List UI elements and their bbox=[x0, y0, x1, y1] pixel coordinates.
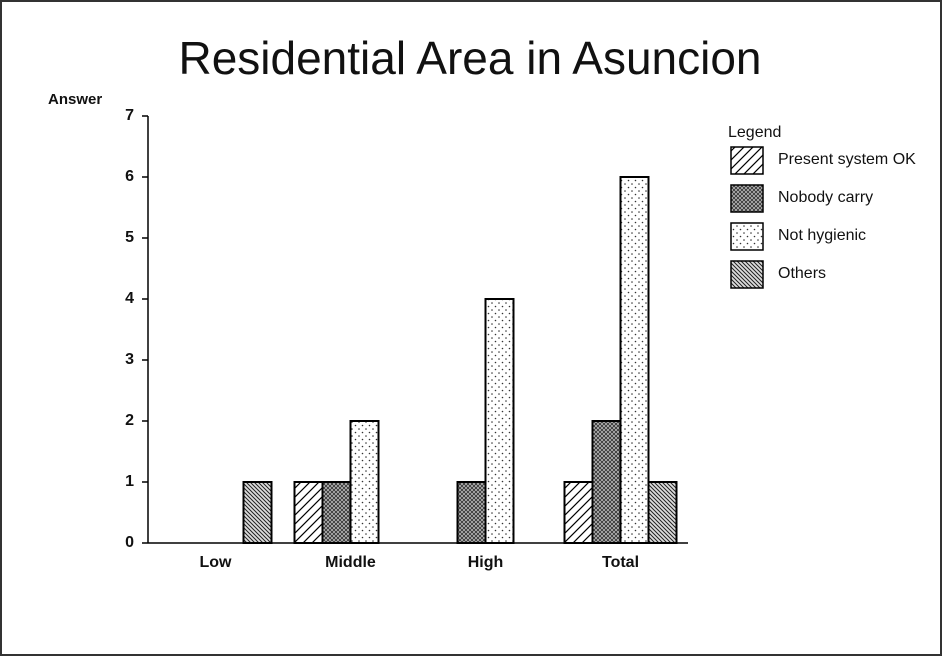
chart-title: Residential Area in Asuncion bbox=[178, 32, 761, 84]
legend-title: Legend bbox=[728, 124, 781, 141]
bar bbox=[484, 298, 515, 544]
bar bbox=[349, 420, 380, 544]
y-tick-label: 1 bbox=[125, 473, 134, 490]
x-tick-label: Low bbox=[200, 554, 233, 571]
y-tick-label: 2 bbox=[125, 412, 134, 429]
bar bbox=[242, 481, 273, 544]
bar bbox=[591, 420, 622, 544]
x-tick-label: Total bbox=[602, 554, 639, 571]
legend-swatch bbox=[730, 260, 764, 289]
bar bbox=[647, 481, 678, 544]
y-tick-label: 4 bbox=[125, 290, 134, 307]
bar bbox=[619, 176, 650, 544]
legend-label: Nobody carry bbox=[778, 189, 873, 206]
y-tick-label: 0 bbox=[125, 534, 134, 551]
legend-swatch bbox=[730, 146, 764, 175]
legend-label: Not hygienic bbox=[778, 227, 866, 244]
legend-label: Others bbox=[778, 265, 826, 282]
bar bbox=[456, 481, 487, 544]
y-tick-label: 7 bbox=[125, 107, 134, 124]
legend-swatch bbox=[730, 222, 764, 251]
x-tick-label: Middle bbox=[325, 554, 376, 571]
y-axis-label: Answer bbox=[48, 91, 102, 108]
bar bbox=[321, 481, 352, 544]
y-tick-label: 6 bbox=[125, 168, 134, 185]
legend-swatch bbox=[730, 184, 764, 213]
y-tick-label: 5 bbox=[125, 229, 134, 246]
y-tick-label: 3 bbox=[125, 351, 134, 368]
x-tick-label: High bbox=[468, 554, 504, 571]
legend-label: Present system OK bbox=[778, 151, 916, 168]
bar bbox=[563, 481, 594, 544]
bar bbox=[293, 481, 324, 544]
